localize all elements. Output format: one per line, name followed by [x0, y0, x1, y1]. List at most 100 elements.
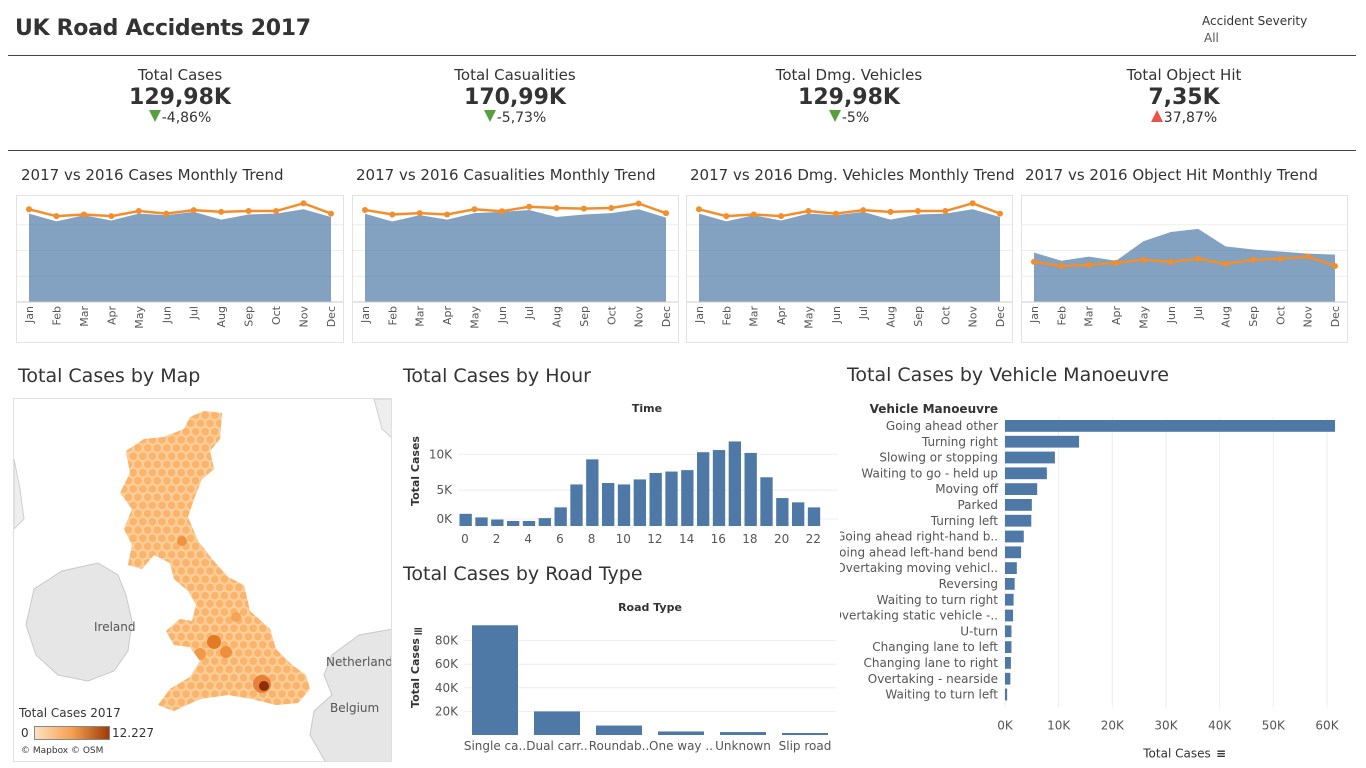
hour-bar[interactable]	[634, 479, 646, 526]
manoeuvre-bar[interactable]	[1005, 594, 1014, 606]
line-point[interactable]	[778, 213, 784, 219]
hour-bar[interactable]	[665, 472, 677, 526]
manoeuvre-bar[interactable]	[1005, 499, 1032, 511]
manoeuvre-bar[interactable]	[1005, 625, 1011, 637]
trend-chart-dmg-vehicles[interactable]: Jan Feb Mar Apr May Jun Jul Aug Sep Oct Nov Dec	[686, 195, 1013, 343]
manoeuvre-bar[interactable]	[1005, 641, 1011, 653]
line-point[interactable]	[915, 208, 921, 214]
hour-bar[interactable]	[776, 498, 788, 526]
manoeuvre-bar[interactable]	[1005, 483, 1037, 495]
manoeuvre-bar[interactable]	[1005, 578, 1015, 590]
line-point[interactable]	[1277, 256, 1283, 262]
hour-bar[interactable]	[555, 507, 567, 526]
manoeuvre-bar[interactable]	[1005, 515, 1031, 527]
line-point[interactable]	[136, 208, 142, 214]
hour-bar[interactable]	[713, 450, 725, 526]
uk-map[interactable]: Ireland Netherland Belgium Total Cases 2…	[13, 398, 392, 762]
line-point[interactable]	[53, 213, 59, 219]
line-point[interactable]	[191, 207, 197, 213]
hour-bar[interactable]	[681, 470, 693, 526]
line-point[interactable]	[888, 209, 894, 215]
road-type-bar[interactable]	[472, 625, 518, 735]
manoeuvre-chart[interactable]: Vehicle Manoeuvre 0K 10K 20K 30K 40K 50K 60K Goi…	[840, 395, 1360, 760]
hour-bar[interactable]	[745, 453, 757, 526]
line-point[interactable]	[833, 211, 839, 217]
hour-bar[interactable]	[507, 521, 519, 526]
line-point[interactable]	[526, 204, 532, 210]
line-point[interactable]	[328, 211, 334, 217]
line-point[interactable]	[723, 213, 729, 219]
line-point[interactable]	[471, 206, 477, 212]
line-point[interactable]	[581, 206, 587, 212]
hour-bar[interactable]	[808, 507, 820, 526]
line-point[interactable]	[554, 205, 560, 211]
sort-icon[interactable]: ≡	[1216, 746, 1226, 760]
manoeuvre-bar[interactable]	[1005, 562, 1017, 574]
line-point[interactable]	[417, 210, 423, 216]
line-point[interactable]	[1250, 257, 1256, 263]
line-point[interactable]	[444, 211, 450, 217]
road-type-chart[interactable]: Road Type Total Cases ≡ 20K 40K 60K 80K Single …	[400, 595, 840, 760]
line-point[interactable]	[273, 208, 279, 214]
hour-bar[interactable]	[618, 484, 630, 526]
hour-chart[interactable]: Time Total Cases 0K 5K 10K 0 2 4 6 8 10 12 14 16 18 20 2…	[400, 395, 840, 555]
line-point[interactable]	[1195, 256, 1201, 262]
line-point[interactable]	[1305, 254, 1311, 260]
hour-bar[interactable]	[460, 514, 472, 526]
hour-bar[interactable]	[570, 484, 582, 526]
hour-bar[interactable]	[697, 452, 709, 526]
trend-chart-object-hit[interactable]: Jan Feb Mar Apr May Jun Jul Aug Sep Oct Nov Dec	[1021, 195, 1348, 343]
manoeuvre-bar[interactable]	[1005, 452, 1055, 464]
road-type-bar[interactable]	[720, 732, 766, 735]
manoeuvre-bar[interactable]	[1005, 531, 1024, 543]
road-type-bar[interactable]	[782, 733, 828, 735]
line-point[interactable]	[1086, 262, 1092, 268]
line-point[interactable]	[301, 200, 307, 206]
line-point[interactable]	[246, 208, 252, 214]
line-point[interactable]	[218, 209, 224, 215]
hour-bar[interactable]	[792, 502, 804, 526]
line-point[interactable]	[751, 211, 757, 217]
line-point[interactable]	[608, 205, 614, 211]
hour-bar[interactable]	[491, 520, 503, 526]
line-point[interactable]	[108, 213, 114, 219]
manoeuvre-bar[interactable]	[1005, 689, 1007, 701]
trend-chart-cases[interactable]: Jan Feb Mar Apr May Jun Jul Aug Sep Oct Nov Dec	[16, 195, 344, 343]
line-point[interactable]	[997, 211, 1003, 217]
manoeuvre-bar[interactable]	[1005, 546, 1021, 558]
line-point[interactable]	[389, 211, 395, 217]
hour-bar[interactable]	[650, 473, 662, 526]
line-point[interactable]	[499, 208, 505, 214]
manoeuvre-bar[interactable]	[1005, 673, 1010, 685]
line-point[interactable]	[1223, 261, 1229, 267]
road-type-bar[interactable]	[658, 731, 704, 735]
line-point[interactable]	[1168, 259, 1174, 265]
line-point[interactable]	[805, 208, 811, 214]
line-point[interactable]	[26, 206, 32, 212]
line-point[interactable]	[1113, 260, 1119, 266]
line-point[interactable]	[1031, 259, 1037, 265]
line-point[interactable]	[1140, 257, 1146, 263]
line-point[interactable]	[362, 207, 368, 213]
manoeuvre-bar[interactable]	[1005, 610, 1013, 622]
manoeuvre-bar[interactable]	[1005, 657, 1011, 669]
road-type-bar[interactable]	[534, 711, 580, 735]
line-point[interactable]	[1332, 263, 1338, 269]
severity-filter-dropdown[interactable]: All	[1204, 31, 1219, 45]
hour-bar[interactable]	[729, 441, 741, 526]
hour-bar[interactable]	[523, 521, 535, 526]
hour-bar[interactable]	[475, 517, 487, 526]
line-point[interactable]	[860, 207, 866, 213]
manoeuvre-bar[interactable]	[1005, 436, 1079, 448]
manoeuvre-bar[interactable]	[1005, 420, 1335, 432]
line-point[interactable]	[970, 200, 976, 206]
line-point[interactable]	[81, 211, 87, 217]
line-point[interactable]	[636, 201, 642, 207]
hour-bar[interactable]	[539, 518, 551, 526]
line-point[interactable]	[696, 206, 702, 212]
hour-bar[interactable]	[586, 459, 598, 526]
line-point[interactable]	[663, 210, 669, 216]
trend-chart-casualities[interactable]: Jan Feb Mar Apr May Jun Jul Aug Sep Oct Nov Dec	[352, 195, 679, 343]
road-type-bar[interactable]	[596, 726, 642, 735]
manoeuvre-bar[interactable]	[1005, 467, 1047, 479]
